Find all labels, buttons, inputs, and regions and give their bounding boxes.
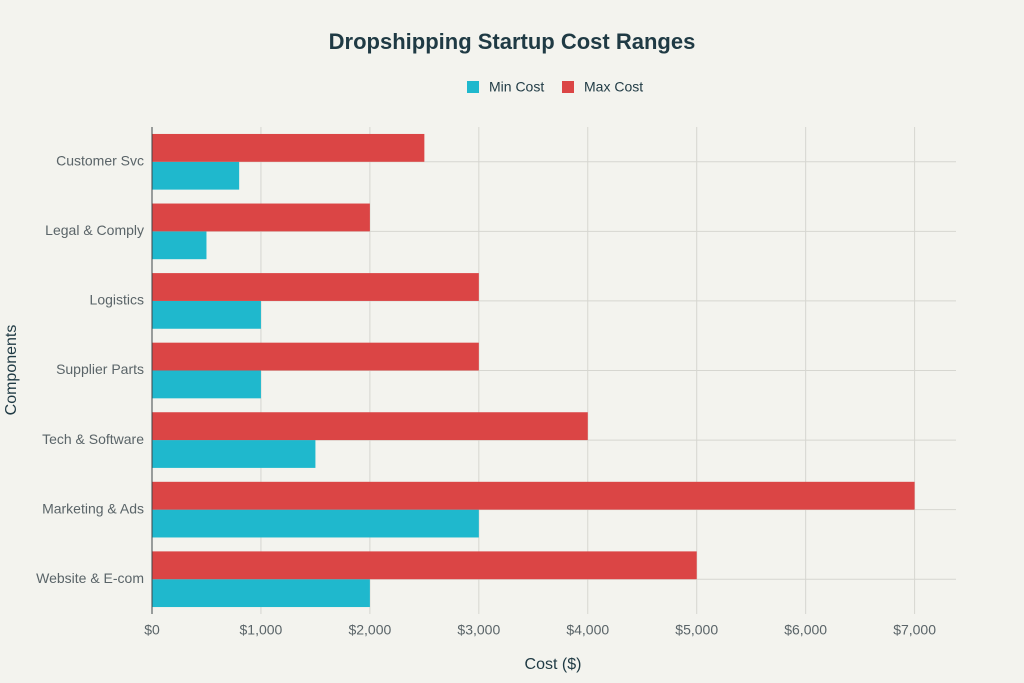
x-tick-label: $4,000 xyxy=(566,622,609,638)
x-tick-label: $0 xyxy=(144,622,160,638)
y-tick-label: Customer Svc xyxy=(56,152,144,168)
bar xyxy=(152,133,425,162)
bar xyxy=(152,481,915,510)
y-tick-label: Marketing & Ads xyxy=(42,500,144,516)
legend-swatch xyxy=(467,81,479,93)
bar xyxy=(152,300,261,329)
x-tick-label: $6,000 xyxy=(784,622,827,638)
bar xyxy=(152,370,261,399)
legend-label: Max Cost xyxy=(584,79,643,95)
bar xyxy=(152,509,479,538)
bar xyxy=(152,273,479,301)
legend-swatch xyxy=(562,81,574,93)
x-tick-label: $3,000 xyxy=(457,622,500,638)
legend-label: Min Cost xyxy=(489,79,544,95)
bar xyxy=(152,161,240,190)
bar xyxy=(152,203,370,232)
bar xyxy=(152,412,588,441)
x-tick-label: $5,000 xyxy=(675,622,718,638)
y-tick-label: Website & E-com xyxy=(36,570,144,586)
x-tick-label: $7,000 xyxy=(893,622,936,638)
x-tick-label: $1,000 xyxy=(240,622,283,638)
x-tick-label: $2,000 xyxy=(348,622,391,638)
bar xyxy=(152,440,316,468)
bar xyxy=(152,231,207,260)
bar xyxy=(152,342,479,371)
chart-title: Dropshipping Startup Cost Ranges xyxy=(329,29,696,54)
y-tick-label: Supplier Parts xyxy=(56,361,144,377)
y-tick-label: Logistics xyxy=(90,292,144,308)
y-axis-title: Components xyxy=(3,325,20,416)
y-tick-label: Tech & Software xyxy=(42,431,144,447)
bar xyxy=(152,579,370,608)
bar xyxy=(152,551,697,580)
y-tick-label: Legal & Comply xyxy=(45,222,144,238)
x-axis-title: Cost ($) xyxy=(525,656,582,673)
